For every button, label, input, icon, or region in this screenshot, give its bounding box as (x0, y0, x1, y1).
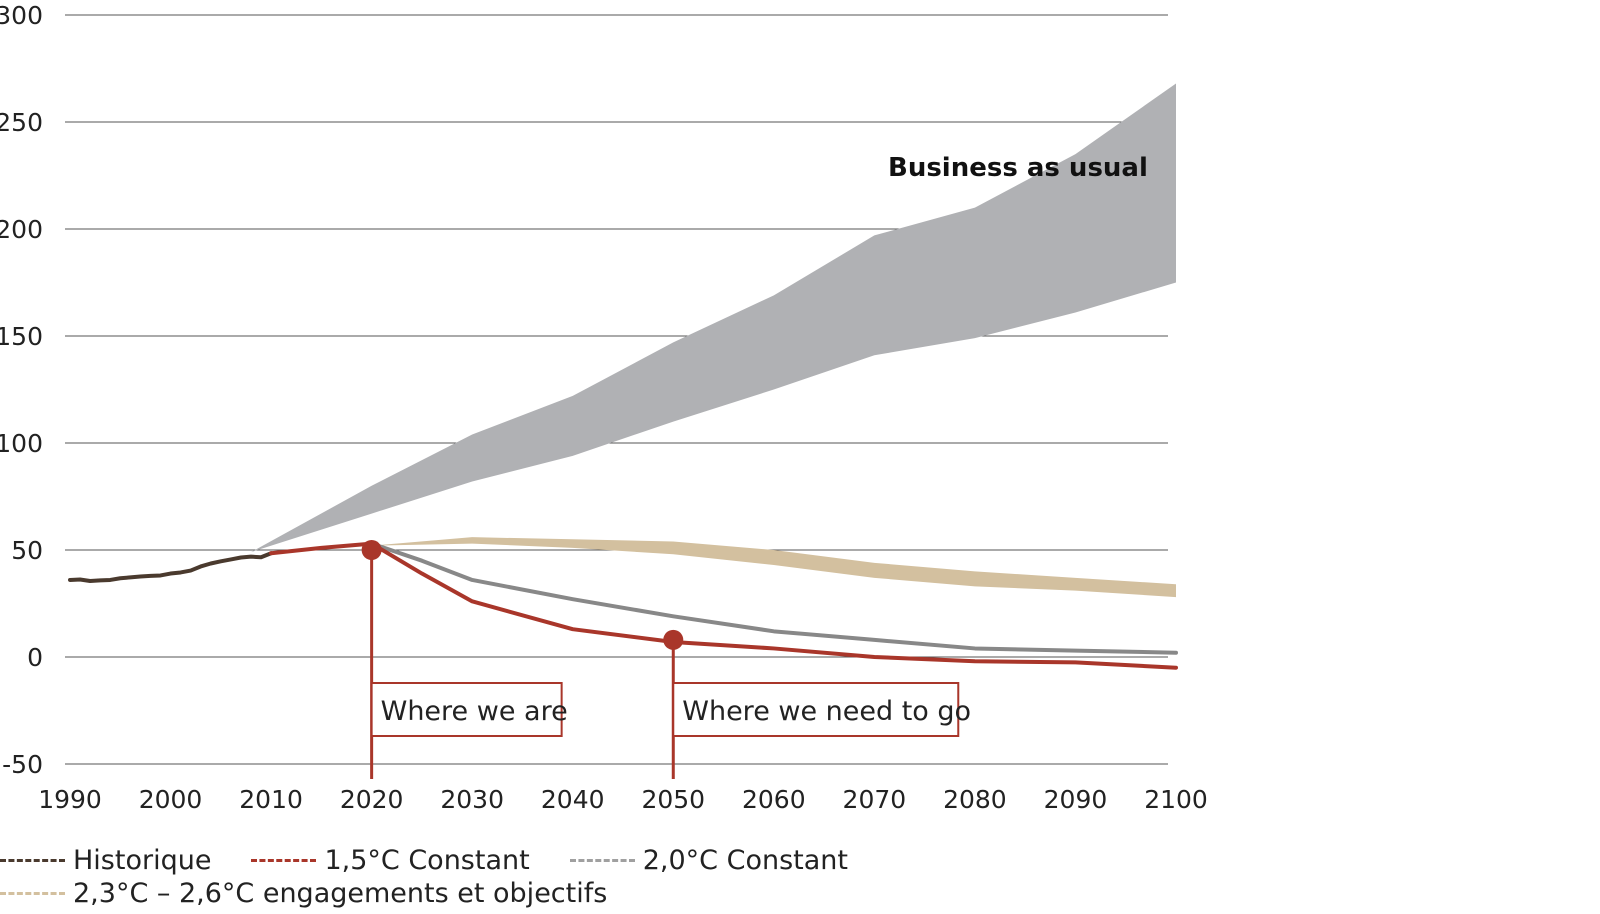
bau-label: Business as usual (888, 153, 1148, 183)
series-line-2-0c (369, 541, 1178, 655)
y-tick-label: 100 (0, 429, 43, 458)
annotations: Where we are Where we need to go (361, 540, 971, 779)
series-line-1-5c (269, 541, 1178, 670)
callout-box (370, 682, 563, 737)
y-tick-label: 300 (0, 1, 43, 30)
legend: Historique 1,5°C Constant 2,0°C Constant… (0, 844, 1000, 910)
y-tick-label: 0 (27, 643, 43, 672)
legend-item-2-3c: 2,3°C – 2,6°C engagements et objectifs (0, 878, 607, 909)
callout-label: Where we need to go (682, 696, 971, 727)
x-tick-label: 1990 (38, 785, 102, 814)
legend-swatch-1-5c (251, 859, 317, 862)
x-tick-label: 2030 (440, 785, 504, 814)
series-line-historique (68, 551, 274, 584)
y-tick-label: 200 (0, 215, 43, 244)
x-tick-label: 2080 (943, 785, 1007, 814)
x-tick-label: 2060 (742, 785, 806, 814)
callout-marker (361, 540, 382, 560)
x-tick-label: 2040 (541, 785, 605, 814)
y-axis-tick-labels: 300 250 200 150 100 50 0 -50 (0, 1, 43, 779)
legend-item-2-0c: 2,0°C Constant (569, 845, 848, 876)
range-band-2-3-2-6c (371, 537, 1176, 598)
x-tick-label: 2020 (340, 785, 404, 814)
x-axis-tick-labels: 1990 2000 2010 2020 2030 2040 2050 2060 2070 2080… (38, 785, 1208, 814)
legend-swatch-2-3c (0, 892, 65, 895)
y-tick-label: 150 (0, 322, 43, 351)
legend-swatch-historique (0, 859, 65, 862)
x-tick-label: 2100 (1144, 785, 1208, 814)
legend-label-historique: Historique (73, 845, 212, 876)
legend-label-1-5c: 1,5°C Constant (324, 845, 530, 876)
legend-item-1-5c: 1,5°C Constant (251, 845, 530, 876)
y-tick-label: 250 (0, 108, 43, 137)
legend-label-2-0c: 2,0°C Constant (642, 845, 848, 876)
callout-box (672, 682, 960, 737)
callout-label: Where we are (381, 696, 568, 727)
x-tick-label: 2000 (139, 785, 203, 814)
x-tick-label: 2070 (843, 785, 907, 814)
x-tick-label: 2010 (239, 785, 303, 814)
legend-swatch-2-0c (569, 859, 635, 862)
y-tick-label: 50 (11, 536, 43, 565)
scenario-lines (68, 541, 1178, 670)
callout-marker (663, 629, 684, 650)
x-tick-label: 2050 (641, 785, 705, 814)
scenario-bands (250, 83, 1176, 598)
legend-item-historique: Historique (0, 845, 211, 876)
legend-row-1: Historique 1,5°C Constant 2,0°C Constant (0, 844, 1000, 877)
legend-row-2: 2,3°C – 2,6°C engagements et objectifs (0, 877, 1000, 910)
bau-band (250, 83, 1176, 553)
y-tick-label: -50 (2, 750, 43, 779)
x-tick-label: 2090 (1044, 785, 1108, 814)
legend-label-2-3c: 2,3°C – 2,6°C engagements et objectifs (73, 878, 608, 909)
